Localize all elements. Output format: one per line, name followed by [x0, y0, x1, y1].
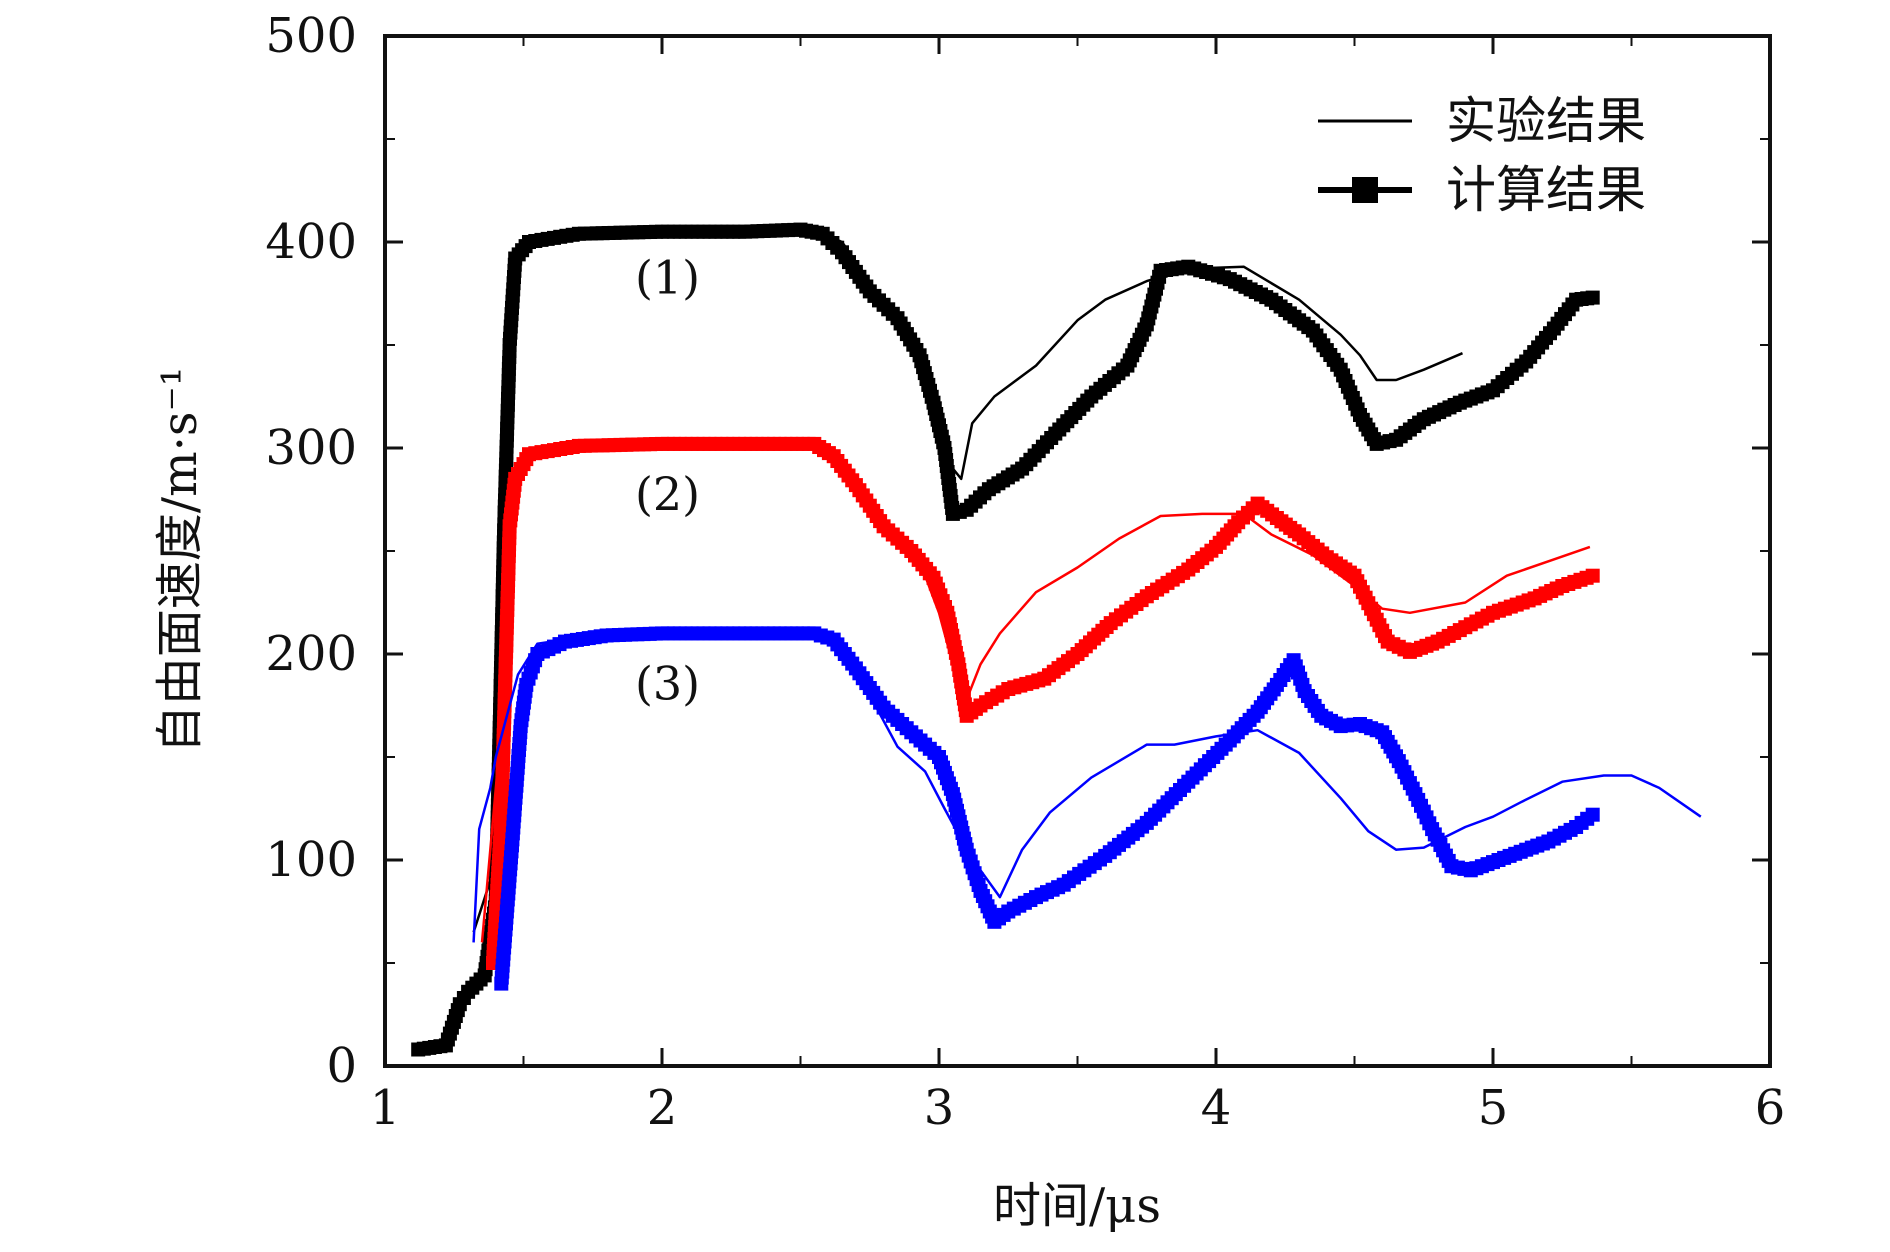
y-tick-label: 500 [265, 8, 357, 64]
x-tick-label: 1 [370, 1080, 401, 1136]
x-tick-label: 3 [924, 1080, 955, 1136]
curve-labels: (1) (2) (3) [635, 251, 700, 711]
x-tick-label: 5 [1478, 1080, 1509, 1136]
curve-label: (2) [635, 467, 700, 521]
y-tick-label: 200 [265, 626, 357, 682]
series-calculation-3 [486, 436, 1600, 970]
y-tick-label: 300 [265, 420, 357, 476]
legend-experiment-label: 实验结果 [1446, 92, 1646, 150]
y-tick-label: 400 [265, 214, 357, 270]
data-point-marker [1585, 807, 1600, 822]
data-point-marker [1585, 290, 1600, 305]
legend-calculation-label: 计算结果 [1446, 161, 1646, 219]
series-calculation-5 [494, 626, 1600, 991]
legend: 实验结果 计算结果 [1318, 92, 1646, 219]
x-tick-label: 6 [1755, 1080, 1786, 1136]
curve-label: (1) [635, 251, 700, 305]
plot-frame [383, 34, 1772, 1068]
y-tick-label: 100 [265, 832, 357, 888]
curve-label: (3) [635, 656, 700, 710]
y-tick-label: 0 [326, 1038, 357, 1094]
data-point-marker [1585, 568, 1600, 583]
x-tick-label: 2 [647, 1080, 678, 1136]
legend-calculation-marker [1352, 177, 1378, 203]
x-tick-label: 4 [1201, 1080, 1232, 1136]
axes: 1 2 3 4 5 6 0 100 200 300 400 500 [265, 8, 1785, 1136]
x-axis-title: 时间/μs [993, 1178, 1161, 1234]
series-layer [411, 222, 1702, 1057]
y-axis-title: 自由面速度/m·s⁻¹ [152, 367, 208, 753]
